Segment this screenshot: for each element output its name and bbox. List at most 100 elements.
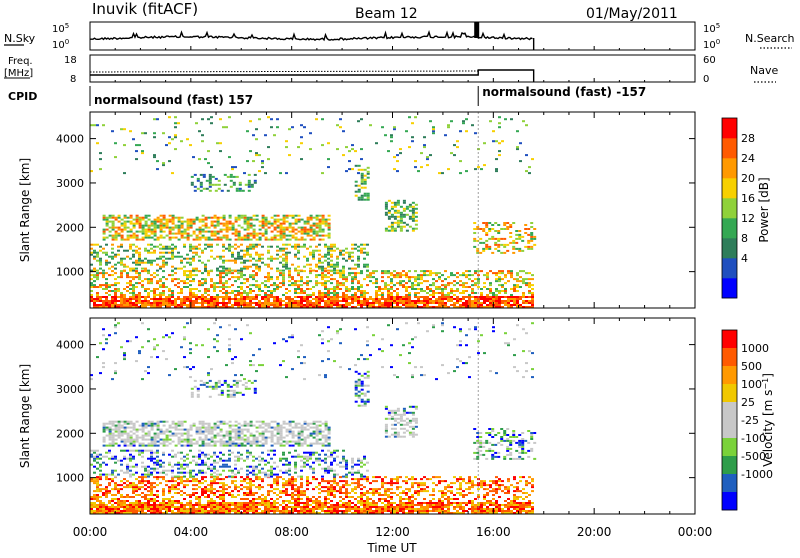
heatmap-cell [506,226,509,228]
heatmap-cell [417,274,420,276]
heatmap-cell [204,288,207,290]
heatmap-cell [474,506,477,508]
heatmap-cell [150,492,153,494]
heatmap-cell [162,500,165,502]
heatmap-cell [267,158,270,160]
heatmap-cell [181,217,184,219]
heatmap-cell [150,486,153,488]
heatmap-cell [408,298,411,300]
nave-tick-top: 60 [703,55,716,66]
heatmap-cell [498,150,501,152]
heatmap-cell [477,508,480,510]
heatmap-cell [525,506,528,508]
heatmap-cell [361,173,364,175]
heatmap-cell [345,294,348,296]
heatmap-cell [316,235,319,237]
heatmap-cell [456,492,459,494]
heatmap-cell [183,506,186,508]
heatmap-cell [244,217,247,219]
heatmap-cell [174,278,177,280]
heatmap-cell [225,506,228,508]
heatmap-cell [225,492,228,494]
heatmap-cell [195,246,198,248]
heatmap-cell [189,264,192,266]
heatmap-cell [414,160,417,162]
heatmap-cell [184,229,187,231]
heatmap-cell [393,126,396,128]
heatmap-cell [105,296,108,298]
heatmap-cell [327,486,330,488]
heatmap-cell [531,508,534,510]
heatmap-cell [252,284,255,286]
heatmap-cell [375,508,378,510]
heatmap-cell [321,118,324,120]
heatmap-cell [459,304,462,306]
heatmap-cell [360,272,363,274]
heatmap-cell [253,231,256,233]
heatmap-cell [381,478,384,480]
heatmap-cell [195,496,198,498]
heatmap-cell [237,510,240,512]
heatmap-cell [138,282,141,284]
heatmap-cell [174,502,177,504]
heatmap-cell [120,502,123,504]
heatmap-cell [279,298,282,300]
heatmap-cell [99,296,102,298]
heatmap-cell [108,500,111,502]
heatmap-cell [200,182,203,184]
heatmap-cell [375,492,378,494]
heatmap-cell [366,480,369,482]
heatmap-cell [256,233,259,235]
heatmap-cell [531,506,534,508]
heatmap-cell [108,274,111,276]
heatmap-cell [184,221,187,223]
heatmap-cell [153,290,156,292]
heatmap-cell [219,272,222,274]
heatmap-cell [360,286,363,288]
heatmap-cell [267,506,270,508]
heatmap-cell [498,122,501,124]
heatmap-cell [450,502,453,504]
heatmap-cell [324,296,327,298]
heatmap-cell [126,302,129,304]
heatmap-cell [351,144,354,146]
heatmap-cell [411,476,414,478]
heatmap-cell [267,272,270,274]
heatmap-cell [303,282,306,284]
heatmap-cell [390,488,393,490]
heatmap-cell [135,264,138,266]
heatmap-cell [205,231,208,233]
heatmap-cell [415,208,418,210]
heatmap-cell [218,180,221,182]
heatmap-cell [108,508,111,510]
heatmap-cell [432,130,435,132]
heatmap-cell [180,300,183,302]
heatmap-cell [318,292,321,294]
heatmap-cell [93,256,96,258]
heatmap-cell [453,482,456,484]
heatmap-cell [229,221,232,223]
heatmap-cell [180,302,183,304]
heatmap-cell [214,215,217,217]
heatmap-cell [165,498,168,500]
heatmap-cell [201,296,204,298]
heatmap-cell [515,238,518,240]
heatmap-cell [501,296,504,298]
heatmap-cell [420,300,423,302]
heatmap-cell [357,172,360,174]
heatmap-cell [294,300,297,302]
heatmap-cell [105,302,108,304]
heatmap-cell [288,480,291,482]
heatmap-cell [96,260,99,262]
heatmap-cell [165,506,168,508]
heatmap-cell [345,490,348,492]
heatmap-cell [333,300,336,302]
heatmap-cell [378,506,381,508]
heatmap-cell [307,219,310,221]
heatmap-cell [369,280,372,282]
heatmap-cell [195,504,198,506]
heatmap-cell [378,298,381,300]
heatmap-cell [255,504,258,506]
heatmap-cell [168,248,171,250]
heatmap-cell [411,288,414,290]
